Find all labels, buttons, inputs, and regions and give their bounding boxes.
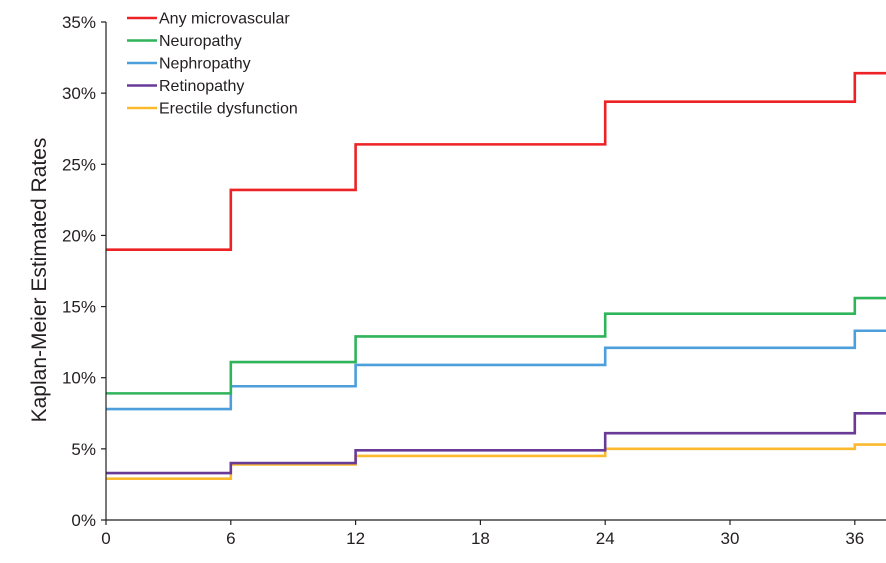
x-tick-label: 24 (596, 529, 615, 548)
y-tick-label: 30% (62, 84, 96, 103)
legend-label-retinopathy: Retinopathy (159, 78, 244, 95)
y-tick-label: 15% (62, 298, 96, 317)
legend-label-erectile-dysfunction: Erectile dysfunction (159, 101, 298, 118)
series-line-neuropathy (106, 296, 886, 395)
y-tick-label: 20% (62, 226, 96, 245)
axis-layer: 0% 5% 10% 15% 20% 25% 30% 35% 0 6 12 18 24 30 36 (62, 13, 886, 548)
series-line-any-microvascular (106, 71, 886, 251)
series-line-retinopathy (106, 411, 886, 475)
y-tick-label: 0% (71, 511, 96, 530)
x-tick-label: 30 (721, 529, 740, 548)
x-tick-label: 18 (471, 529, 490, 548)
y-tick-label: 10% (62, 369, 96, 388)
legend-label-any-microvascular: Any microvascular (159, 11, 290, 28)
legend-label-nephropathy: Nephropathy (159, 56, 251, 73)
series-line-nephropathy (106, 329, 886, 411)
x-tick-label: 12 (346, 529, 365, 548)
y-axis-title: Kaplan-Meier Estimated Rates (28, 138, 51, 423)
legend-label-neuropathy: Neuropathy (159, 33, 242, 50)
y-tick-label: 35% (62, 13, 96, 32)
y-tick-label: 25% (62, 155, 96, 174)
x-tick-label: 6 (226, 529, 235, 548)
legend: Any microvascular Neuropathy Nephropathy Re… (127, 11, 298, 118)
y-tick-label: 5% (71, 440, 96, 459)
x-tick-label: 0 (101, 529, 110, 548)
x-tick-label: 36 (845, 529, 864, 548)
series-layer (106, 71, 886, 481)
